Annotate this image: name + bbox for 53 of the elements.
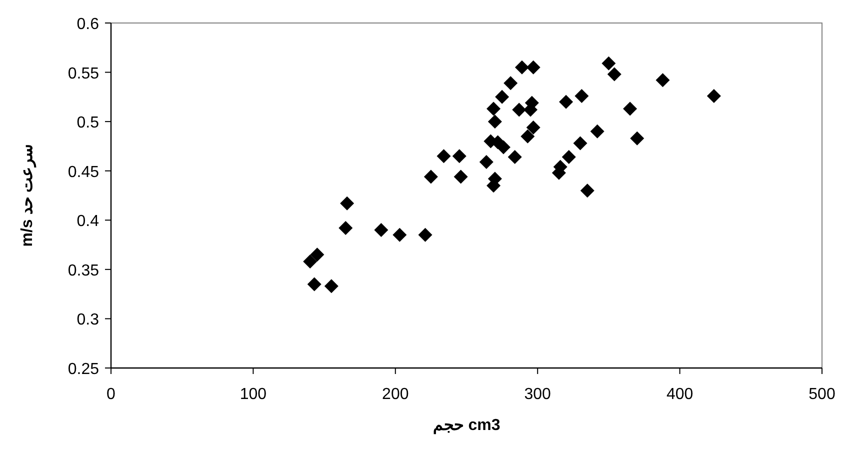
point bbox=[495, 90, 510, 104]
point bbox=[310, 248, 324, 262]
point bbox=[630, 131, 644, 146]
point bbox=[573, 136, 588, 150]
point bbox=[580, 184, 594, 198]
y-tick-label: 0.6 bbox=[76, 16, 100, 33]
point bbox=[486, 102, 501, 116]
point bbox=[504, 76, 518, 90]
point bbox=[602, 56, 616, 70]
y-tick-label: 0.35 bbox=[68, 262, 100, 280]
point bbox=[307, 277, 322, 292]
x-tick-label: 400 bbox=[666, 386, 694, 403]
point bbox=[562, 150, 576, 164]
point bbox=[607, 67, 622, 82]
point bbox=[656, 73, 670, 88]
point bbox=[454, 170, 468, 184]
point bbox=[623, 102, 638, 116]
point bbox=[338, 221, 353, 236]
x-tick-label: 100 bbox=[240, 386, 267, 403]
point bbox=[452, 149, 466, 164]
point bbox=[496, 140, 510, 154]
point bbox=[303, 254, 318, 269]
x-tick-label: 200 bbox=[382, 386, 409, 403]
point bbox=[590, 124, 604, 138]
y-tick-label: 0.4 bbox=[76, 213, 100, 230]
x-tick-label: 500 bbox=[808, 386, 836, 403]
x-tick-label: 300 bbox=[524, 386, 552, 403]
point bbox=[424, 170, 438, 184]
point bbox=[526, 60, 540, 74]
point bbox=[512, 102, 526, 117]
point bbox=[508, 150, 522, 164]
x-axis-title: حجم cm3 bbox=[432, 417, 500, 435]
point bbox=[374, 223, 388, 237]
y-tick-label: 0.25 bbox=[68, 361, 100, 378]
y-tick-label: 0.45 bbox=[68, 164, 100, 181]
y-axis-title: m/s سرعت حد bbox=[19, 144, 37, 247]
y-tick-label: 0.3 bbox=[76, 312, 100, 329]
point bbox=[526, 120, 540, 134]
point bbox=[392, 228, 407, 242]
point bbox=[559, 94, 574, 109]
point bbox=[436, 149, 451, 164]
point bbox=[706, 88, 721, 103]
y-tick-label: 0.5 bbox=[76, 114, 100, 132]
point bbox=[324, 279, 338, 294]
point bbox=[574, 88, 589, 103]
x-tick-label: 0 bbox=[106, 386, 116, 403]
point bbox=[479, 154, 494, 169]
point bbox=[488, 114, 502, 129]
y-tick-label: 0.55 bbox=[68, 65, 100, 82]
point bbox=[514, 60, 529, 74]
point bbox=[520, 129, 535, 144]
point bbox=[418, 228, 432, 242]
point bbox=[340, 196, 354, 210]
